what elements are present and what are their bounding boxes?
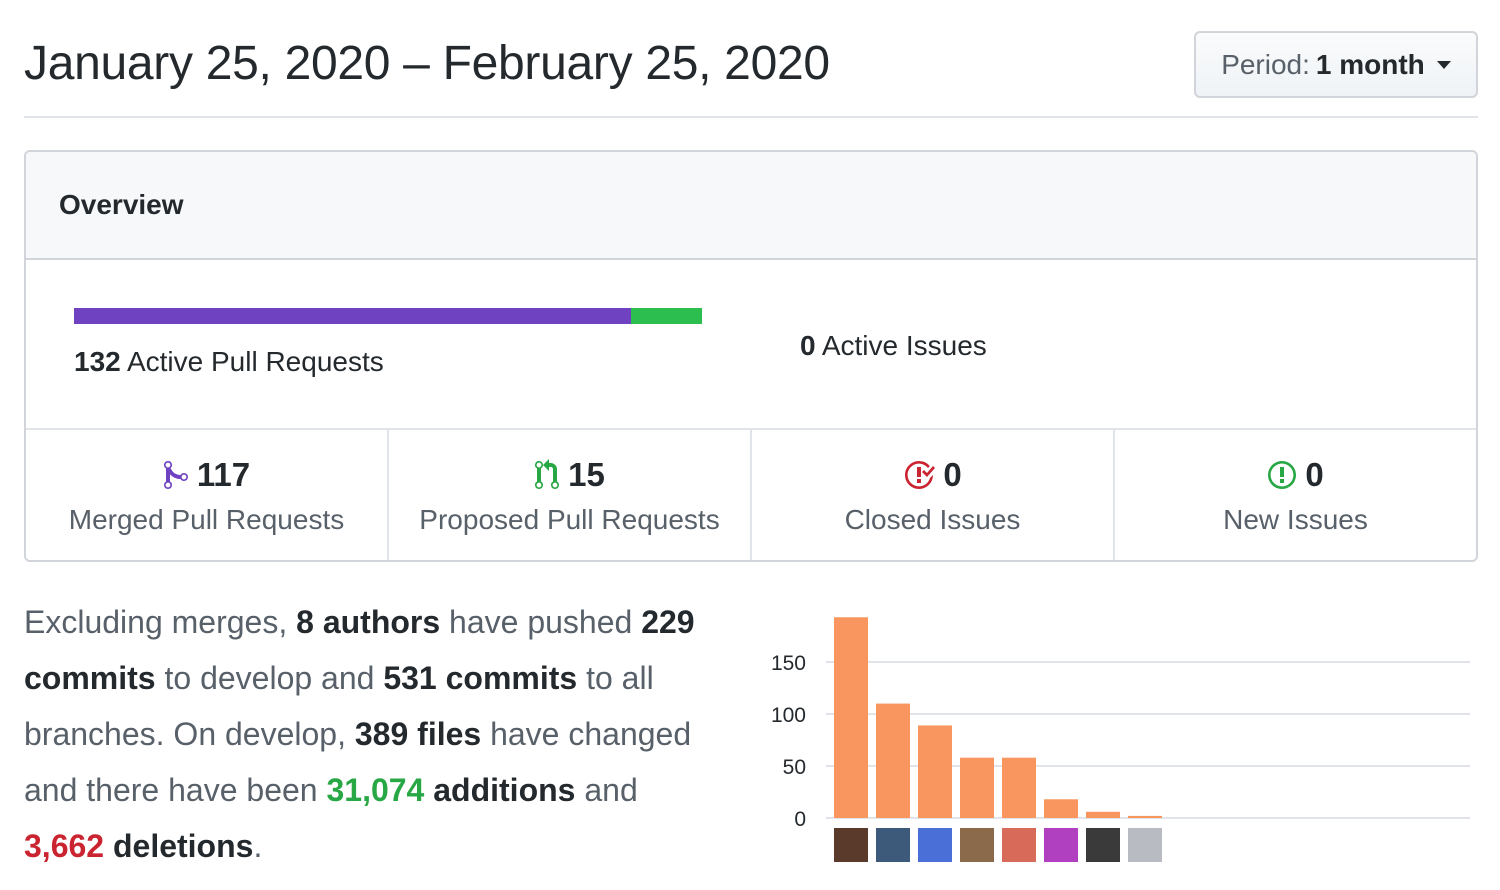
summary-text: and xyxy=(584,772,638,808)
author-avatar[interactable] xyxy=(1086,828,1120,862)
commits-all-count: 531 commits xyxy=(383,660,578,696)
new-issues-label: New Issues xyxy=(1223,504,1368,535)
commit-summary: Excluding merges, 8 authors have pushed … xyxy=(24,594,724,874)
chart-bar[interactable] xyxy=(1044,799,1078,818)
y-tick-label: 100 xyxy=(771,704,806,727)
stat-merged-prs[interactable]: 117 Merged Pull Requests xyxy=(26,430,389,560)
chart-bar[interactable] xyxy=(918,725,952,818)
issue-opened-icon xyxy=(1268,461,1297,489)
y-tick-label: 150 xyxy=(771,652,806,675)
overview-card: Overview 132 Active Pull Requests 0 Acti… xyxy=(24,150,1478,562)
overview-header: Overview xyxy=(26,152,1476,260)
author-avatar[interactable] xyxy=(876,828,910,862)
summary-text: Excluding merges, xyxy=(24,604,288,640)
active-issues-count: 0 xyxy=(800,330,816,361)
git-pull-request-icon xyxy=(535,459,560,489)
stat-closed-issues[interactable]: 0 Closed Issues xyxy=(752,430,1115,560)
issue-closed-icon xyxy=(905,460,936,489)
period-prefix: Period: xyxy=(1221,48,1310,80)
chart-bar[interactable] xyxy=(1002,757,1036,818)
git-merge-icon xyxy=(163,460,188,489)
active-prs-label: Active Pull Requests xyxy=(126,346,384,377)
active-issues-link[interactable]: 0 Active Issues xyxy=(800,330,987,362)
overview-summary: 132 Active Pull Requests 0 Active Issues xyxy=(26,260,1476,430)
chart-bar[interactable] xyxy=(876,703,910,818)
new-issues-count: 0 xyxy=(1305,456,1324,493)
chart-bar[interactable] xyxy=(834,617,868,818)
active-prs-link[interactable]: 132 Active Pull Requests xyxy=(74,346,384,378)
open-bar-segment xyxy=(630,308,702,324)
summary-text: . xyxy=(253,828,263,864)
author-avatar[interactable] xyxy=(834,828,868,862)
files-changed-count: 389 files xyxy=(354,716,482,752)
additions-count: 31,074 xyxy=(326,772,425,808)
authors-count: 8 authors xyxy=(296,604,441,640)
closed-issues-count: 0 xyxy=(943,456,962,493)
period-dropdown-button[interactable]: Period: 1 month xyxy=(1194,31,1478,98)
closed-issues-label: Closed Issues xyxy=(844,504,1021,535)
proposed-prs-count: 15 xyxy=(568,456,605,493)
commits-develop-count: 229 commits xyxy=(24,604,695,696)
chart-bar[interactable] xyxy=(960,757,994,818)
period-value: 1 month xyxy=(1315,48,1425,80)
active-issues-label: Active Issues xyxy=(821,330,987,361)
date-range-title: January 25, 2020 – February 25, 2020 xyxy=(24,37,830,90)
overview-stats: 117 Merged Pull Requests 15 Proposed Pul… xyxy=(26,430,1476,560)
chart-bar[interactable] xyxy=(1086,811,1120,818)
author-avatar[interactable] xyxy=(1044,828,1078,862)
page-header: January 25, 2020 – February 25, 2020 Per… xyxy=(24,0,1478,118)
proposed-prs-label: Proposed Pull Requests xyxy=(419,504,720,535)
pr-progress-bar xyxy=(74,308,702,324)
stat-proposed-prs[interactable]: 15 Proposed Pull Requests xyxy=(389,430,752,560)
caret-down-icon xyxy=(1436,60,1451,69)
chart-bar[interactable] xyxy=(1128,815,1162,818)
y-tick-label: 0 xyxy=(794,808,806,831)
author-avatar[interactable] xyxy=(1128,828,1162,862)
merged-prs-count: 117 xyxy=(196,456,251,493)
author-avatar[interactable] xyxy=(918,828,952,862)
summary-text: to all branches. On develop, xyxy=(24,660,654,752)
deletions-count: 3,662 xyxy=(24,828,105,864)
active-prs-count: 132 xyxy=(74,346,121,377)
summary-text: have pushed xyxy=(449,604,633,640)
stat-new-issues[interactable]: 0 New Issues xyxy=(1115,430,1476,560)
author-avatar[interactable] xyxy=(960,828,994,862)
y-tick-label: 50 xyxy=(783,756,806,779)
summary-text: to develop and xyxy=(164,660,375,696)
summary-text: have changed and there have been xyxy=(24,716,692,808)
deletions-label: deletions xyxy=(112,828,254,864)
merged-prs-label: Merged Pull Requests xyxy=(68,504,345,535)
additions-label: additions xyxy=(433,772,576,808)
author-avatar[interactable] xyxy=(1002,828,1036,862)
commits-by-author-chart: 0 50 100 150 xyxy=(771,617,1470,862)
merged-bar-segment xyxy=(74,308,631,324)
overview-title: Overview xyxy=(59,189,184,220)
